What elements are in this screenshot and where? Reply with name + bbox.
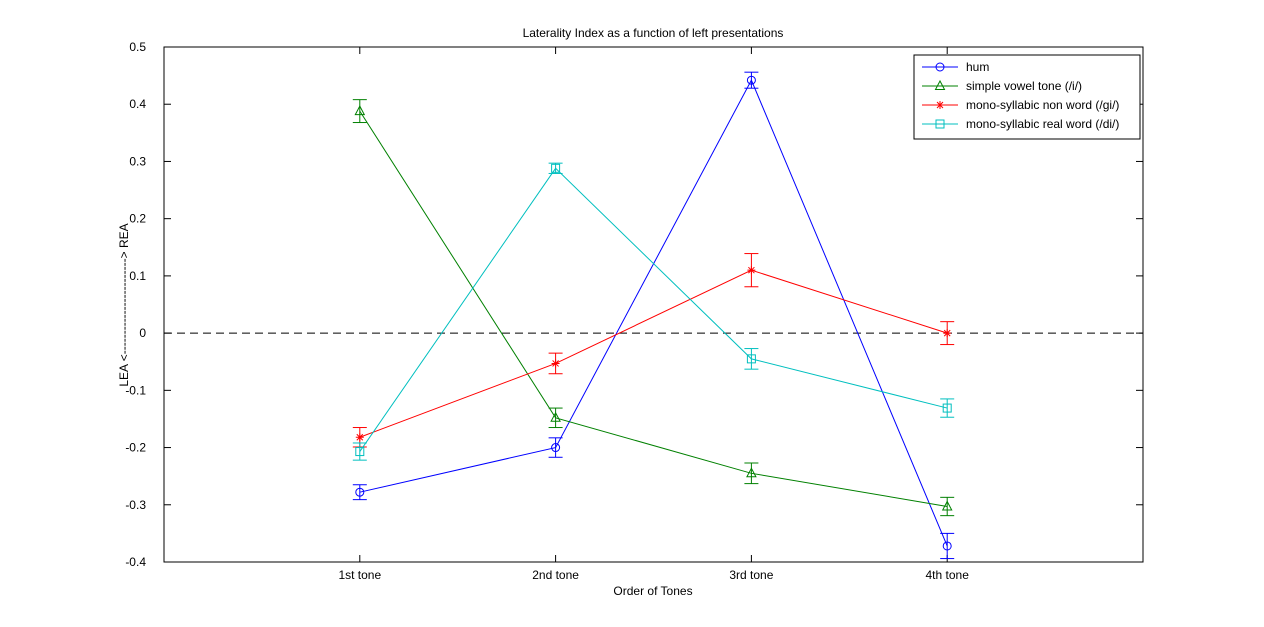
y-tick-label: 0.4: [129, 97, 146, 111]
x-tick-label: 3rd tone: [729, 568, 773, 582]
series-line: [359, 167, 948, 452]
y-tick-label: -0.4: [125, 555, 146, 569]
marker-square: [551, 163, 561, 173]
marker-star: [551, 359, 560, 368]
x-axis-title: Order of Tones: [613, 584, 692, 598]
marker-square: [355, 447, 365, 457]
marker-circle: [355, 487, 365, 497]
marker-square: [942, 403, 952, 413]
marker-star: [943, 329, 952, 338]
marker-triangle: [941, 500, 953, 511]
x-tick-label: 2nd tone: [532, 568, 579, 582]
axis-ticks: -0.4 -0.3 -0.2 -0.1 0 0.1 0.2 0.3 0.4 0.5 1st tone…: [125, 40, 1143, 582]
chart-title: Laterality Index as a function of left p…: [523, 26, 784, 40]
marker-circle: [935, 62, 945, 72]
y-tick-label: 0: [139, 326, 146, 340]
marker-triangle: [550, 411, 561, 422]
legend-label: simple vowel tone (/i/): [966, 79, 1082, 93]
marker-star: [355, 433, 364, 442]
series-mono-syllabic-real-word-di-: [352, 162, 955, 461]
marker-star: [747, 266, 756, 275]
marker-triangle: [934, 79, 946, 90]
y-axis-title: LEA <------------------------> REA: [117, 223, 131, 386]
y-tick-label: 0.3: [129, 154, 146, 168]
y-tick-label: 0.5: [129, 40, 146, 54]
y-tick-label: -0.2: [125, 441, 146, 455]
legend-label: mono-syllabic non word (/gi/): [966, 98, 1119, 112]
marker-triangle: [746, 467, 757, 478]
series-group: [352, 71, 955, 560]
legend-label: mono-syllabic real word (/di/): [966, 117, 1119, 131]
legend: hum simple vowel tone (/i/) mono-syllabic …: [913, 54, 1141, 140]
marker-circle: [942, 541, 952, 551]
marker-square: [935, 119, 945, 129]
marker-circle: [746, 75, 756, 85]
legend-label: hum: [966, 60, 989, 74]
x-tick-label: 1st tone: [338, 568, 381, 582]
y-tick-label: -0.1: [125, 383, 146, 397]
marker-star: [936, 101, 944, 109]
legend-box: [913, 54, 1141, 140]
series-line: [359, 110, 948, 507]
y-tick-label: -0.3: [125, 498, 146, 512]
marker-square: [746, 354, 756, 364]
marker-triangle: [354, 105, 366, 116]
marker-circle: [551, 443, 561, 453]
y-tick-label: 0.1: [129, 269, 146, 283]
series-line: [359, 269, 948, 438]
series-simple-vowel-tone-i-: [352, 99, 955, 517]
y-tick-label: 0.2: [129, 212, 146, 226]
x-tick-label: 4th tone: [926, 568, 970, 582]
